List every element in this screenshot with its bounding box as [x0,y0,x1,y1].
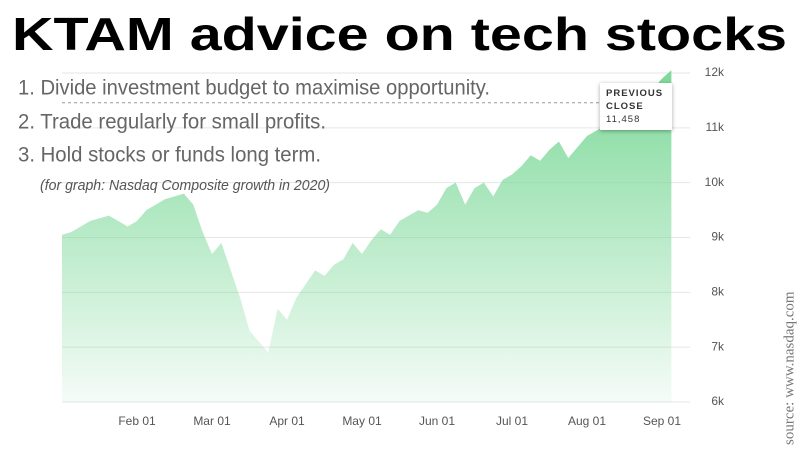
y-tick-label: 11k [706,120,725,134]
y-tick-label: 8k [711,285,725,299]
x-tick-label: Sep 01 [643,414,681,428]
note: 3. Hold stocks or funds long term. [18,144,321,167]
previous-close-box: PREVIOUS CLOSE 11,458 [600,83,672,130]
area [62,70,672,402]
previous-close-title: PREVIOUS CLOSE [606,88,664,112]
x-tick-label: Aug 01 [568,414,606,428]
x-tick-label: Apr 01 [269,414,305,428]
x-tick-label: Mar 01 [193,414,231,428]
y-tick-label: 10k [705,175,725,189]
x-tick-label: Jun 01 [419,414,455,428]
note: 1. Divide investment budget to maximise … [18,77,490,100]
y-tick-label: 12k [705,65,725,79]
subtitle: (for graph: Nasdaq Composite growth in 2… [40,177,330,194]
x-tick-label: Feb 01 [118,414,156,428]
note: 2. Trade regularly for small profits. [18,111,326,134]
y-tick-label: 7k [711,339,725,353]
y-tick-label: 6k [711,394,725,408]
x-tick-label: Jul 01 [496,414,528,428]
source: source: www.nasdaq.com [781,291,797,445]
y-tick-label: 9k [711,230,725,244]
chart-title: KTAM advice on tech stocks [12,8,787,60]
x-tick-label: May 01 [342,414,382,428]
previous-close-value: 11,458 [606,114,641,125]
